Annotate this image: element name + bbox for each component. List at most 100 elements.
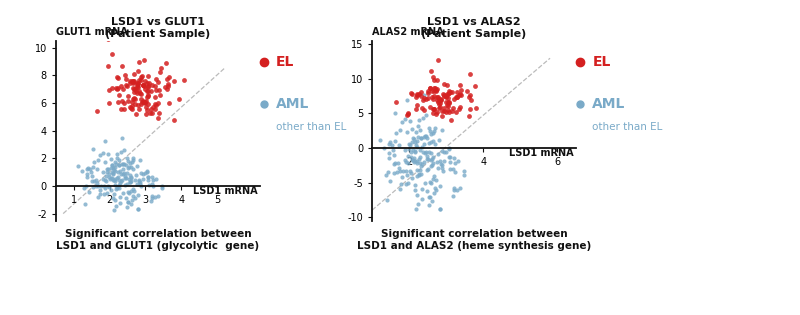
Point bbox=[374, 138, 386, 143]
Point bbox=[104, 165, 117, 170]
Text: EL: EL bbox=[592, 55, 610, 70]
Point bbox=[430, 188, 442, 193]
Point bbox=[431, 110, 444, 115]
Point bbox=[134, 78, 147, 83]
Point bbox=[454, 82, 466, 87]
Point bbox=[144, 89, 157, 94]
Point bbox=[435, 108, 448, 113]
Point bbox=[127, 72, 140, 77]
Point bbox=[435, 166, 448, 171]
Point bbox=[106, 86, 118, 91]
Point bbox=[442, 100, 455, 105]
Point bbox=[415, 94, 428, 99]
Point bbox=[111, 186, 124, 191]
Point bbox=[83, 167, 96, 172]
Point bbox=[423, 195, 436, 200]
Point bbox=[142, 74, 154, 79]
Point bbox=[425, 139, 438, 144]
Point bbox=[102, 63, 114, 68]
Point bbox=[82, 165, 94, 170]
Point bbox=[394, 187, 406, 192]
Point bbox=[141, 101, 154, 106]
Text: LSD1 mRNA: LSD1 mRNA bbox=[509, 148, 574, 158]
Point bbox=[418, 180, 431, 185]
Point bbox=[389, 161, 402, 166]
Point bbox=[128, 87, 141, 92]
Point bbox=[421, 157, 434, 162]
Point bbox=[122, 99, 134, 104]
Point bbox=[442, 110, 455, 115]
Point bbox=[146, 175, 158, 180]
Point bbox=[131, 80, 144, 85]
Point bbox=[128, 189, 141, 194]
Point bbox=[150, 177, 162, 182]
Point bbox=[125, 164, 138, 169]
Point bbox=[410, 161, 423, 166]
Point bbox=[135, 100, 148, 105]
Point bbox=[464, 92, 477, 97]
Point bbox=[102, 171, 115, 176]
Text: ALAS2 mRNA: ALAS2 mRNA bbox=[372, 27, 444, 37]
Point bbox=[94, 183, 107, 188]
Point bbox=[109, 178, 122, 183]
Point bbox=[448, 96, 461, 101]
Point bbox=[460, 89, 473, 94]
Point bbox=[438, 92, 450, 97]
Point bbox=[114, 168, 126, 173]
Point bbox=[107, 177, 120, 182]
Point bbox=[404, 170, 417, 175]
Point bbox=[116, 166, 129, 171]
Point bbox=[408, 160, 421, 165]
Title: LSD1 vs ALAS2
(Patient Sample): LSD1 vs ALAS2 (Patient Sample) bbox=[422, 17, 526, 39]
Point bbox=[106, 171, 119, 176]
Point bbox=[126, 99, 138, 104]
Point bbox=[152, 194, 165, 199]
Point bbox=[132, 177, 145, 182]
Point bbox=[442, 103, 454, 108]
Point bbox=[106, 170, 118, 175]
Point bbox=[111, 86, 124, 91]
Point bbox=[442, 95, 454, 100]
Point bbox=[138, 100, 150, 105]
Point bbox=[438, 158, 451, 163]
Point bbox=[405, 158, 418, 163]
Point bbox=[432, 94, 445, 99]
Point bbox=[444, 167, 457, 172]
Point bbox=[109, 177, 122, 182]
Point bbox=[440, 94, 453, 99]
Point bbox=[129, 96, 142, 101]
Point bbox=[398, 117, 411, 122]
Point bbox=[110, 74, 123, 79]
Point bbox=[427, 191, 440, 196]
Point bbox=[430, 77, 443, 83]
Point bbox=[382, 169, 394, 175]
Point bbox=[424, 86, 437, 91]
Point bbox=[462, 95, 475, 100]
Point bbox=[441, 102, 454, 107]
Point bbox=[134, 91, 146, 96]
Point bbox=[115, 99, 128, 104]
Point bbox=[423, 179, 436, 184]
Point bbox=[133, 89, 146, 94]
Point bbox=[137, 176, 150, 181]
Point bbox=[414, 160, 427, 165]
Point bbox=[148, 84, 161, 89]
Point bbox=[426, 177, 439, 182]
Point bbox=[402, 142, 415, 147]
Point bbox=[97, 170, 110, 175]
Point bbox=[414, 89, 427, 94]
Point bbox=[142, 89, 154, 94]
Point bbox=[463, 106, 476, 111]
Point bbox=[434, 97, 446, 102]
Text: Significant correlation between
LSD1 and ALAS2 (heme synthesis gene): Significant correlation between LSD1 and… bbox=[357, 230, 591, 251]
Point bbox=[412, 156, 425, 161]
Point bbox=[446, 109, 458, 114]
Point bbox=[413, 92, 426, 97]
Point bbox=[162, 82, 174, 87]
Point bbox=[394, 127, 406, 132]
Point bbox=[141, 108, 154, 113]
Point bbox=[406, 126, 419, 131]
Point bbox=[421, 89, 434, 94]
Point bbox=[134, 180, 146, 185]
Point bbox=[432, 138, 445, 143]
